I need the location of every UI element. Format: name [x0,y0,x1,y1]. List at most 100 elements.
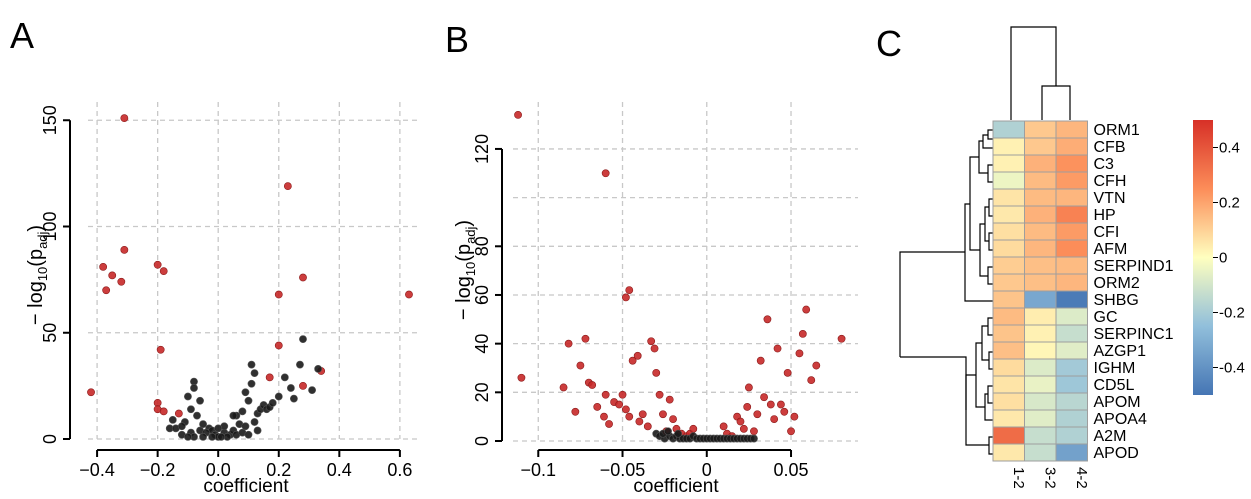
heatmap-row-label: AFM [1094,241,1128,258]
point-significant [659,410,667,419]
point-significant [736,417,745,426]
point-significant [743,403,752,411]
heatmap-cell [1024,375,1057,394]
point-significant [159,267,168,276]
heatmap-row-label: GC [1094,309,1118,326]
heatmap-row-label: CFH [1094,173,1127,190]
heatmap-cell [1055,392,1088,411]
point-nonsignificant [241,388,250,397]
point-nonsignificant [199,420,207,429]
point-significant [174,409,183,418]
point-significant [588,381,597,389]
heatmap-cell [1024,409,1057,428]
point-significant [643,422,652,431]
heatmap-cell [1055,120,1088,139]
point-significant [665,395,674,404]
heatmap-row-label: CD5L [1094,377,1135,394]
heatmap-row-label: VTN [1094,190,1126,207]
point-nonsignificant [238,407,247,416]
heatmap-cell [992,154,1025,173]
point-significant [745,383,753,392]
point-significant [517,373,526,382]
point-significant [621,293,630,302]
heatmap-row-label: APOA4 [1094,411,1147,428]
y-tick-label: 40 [472,334,492,354]
point-significant [120,114,129,123]
heatmap-cell [1055,324,1088,343]
column-dendrogram [1010,26,1071,120]
panel-label-b: B [445,19,469,60]
heatmap-cell [1024,324,1057,343]
point-significant [802,305,811,314]
colorbar-tick-label: 0.2 [1219,195,1240,212]
point-nonsignificant [208,432,217,441]
point-nonsignificant [187,405,195,414]
heatmap-row-label: ORM2 [1094,275,1140,292]
heatmap-row-label: IGHM [1094,360,1136,377]
x-tick-label: 0 [702,460,712,480]
heatmap-row-label: HP [1094,207,1116,224]
point-nonsignificant [268,398,277,407]
points-a [87,114,413,441]
point-significant [773,344,782,353]
point-nonsignificant [190,384,198,392]
point-significant [283,182,292,191]
x-tick-label: 0.2 [266,460,291,480]
heatmap-cell [992,171,1025,190]
heatmap-cell [1024,256,1057,275]
colorbar-ticks: 0.4 0.2 0 -0.2 -0.4 [1213,140,1245,377]
point-significant [689,424,698,433]
point-significant [618,390,627,399]
heatmap-cell [1055,137,1088,156]
point-significant [102,286,111,295]
point-significant [739,424,748,433]
point-significant [807,376,816,385]
point-significant [798,330,807,338]
y-tick-label: 150 [40,105,60,135]
point-nonsignificant [184,432,192,441]
heatmap-row-label: APOM [1094,394,1141,411]
point-significant [812,361,821,370]
heatmap-row-label: C3 [1094,156,1115,173]
x-tick-label: 0.6 [387,460,412,480]
heatmap-row-label: A2M [1094,428,1127,445]
heatmap-cell [992,273,1025,292]
point-nonsignificant [250,418,259,426]
heatmap-cell [992,137,1025,156]
point-significant [117,277,126,286]
point-significant [763,315,772,324]
heatmap-cell [1055,341,1088,360]
point-significant [159,407,168,416]
y-tick-label: 100 [40,211,60,241]
heatmap-cell [1024,188,1057,207]
colorbar [1193,120,1213,395]
point-significant [274,341,283,350]
point-significant [625,286,634,295]
point-significant [787,427,795,436]
heatmap-cell [992,290,1025,309]
point-nonsignificant [674,429,683,438]
point-significant [753,410,762,419]
axes-a: −0.4 −0.2 0.0 0.2 0.4 0.6 0 50 100 150 [40,105,412,480]
heatmap-cell [992,443,1025,462]
panel-b: B −0.1 −0.05 0 0.05 0 20 40 60 80 120 coefficient… [445,19,858,497]
heatmap-cell [1024,171,1057,190]
heatmap-cell [1024,205,1057,224]
point-significant [299,381,307,390]
point-nonsignificant [193,411,201,420]
heatmap-cell [1055,154,1088,173]
heatmap-cell [1055,409,1088,428]
heatmap-cell [992,341,1025,360]
point-significant [600,412,608,421]
heatmap-cell [992,205,1025,224]
heatmap-cell [1024,154,1057,173]
point-nonsignificant [664,427,672,436]
x-tick-label: 0.4 [327,460,352,480]
heatmap-cell [1024,273,1057,292]
x-axis-label-b: coefficient [633,476,719,497]
point-significant [783,368,792,377]
heatmap-column-labels: 1-2 3-2 4-2 [1010,467,1090,489]
axes-b: −0.1 −0.05 0 0.05 0 20 40 60 80 120 [472,134,809,480]
